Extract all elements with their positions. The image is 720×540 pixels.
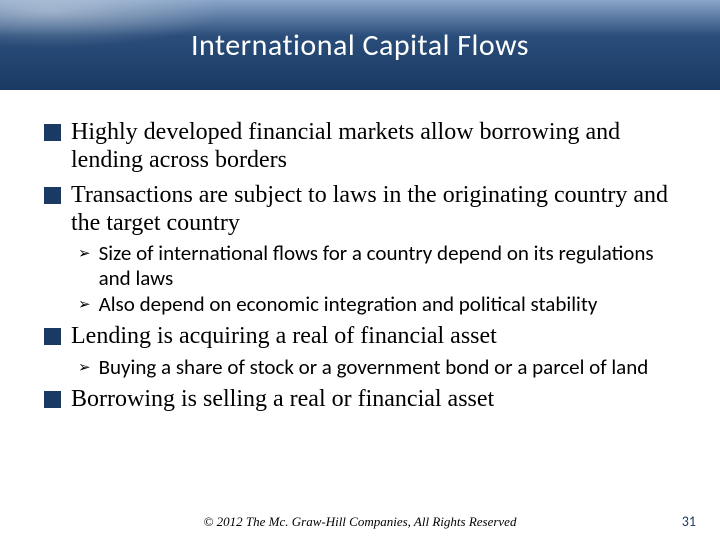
bullet-group-3: Borrowing is selling a real or financial…: [44, 385, 676, 413]
square-bullet-icon: [44, 124, 61, 141]
arrow-bullet-icon: ➢: [78, 245, 91, 262]
bullet-sub-text: Also depend on economic integration and …: [99, 292, 598, 316]
bullet-group-2: Lending is acquiring a real of financial…: [44, 322, 676, 379]
copyright-footer: © 2012 The Mc. Graw-Hill Companies, All …: [0, 514, 720, 530]
bullet-main: Transactions are subject to laws in the …: [44, 181, 676, 238]
bullet-sub: ➢ Also depend on economic integration an…: [78, 292, 676, 316]
arrow-bullet-icon: ➢: [78, 359, 91, 376]
slide-header: International Capital Flows: [0, 0, 720, 90]
bullet-group-1: Transactions are subject to laws in the …: [44, 181, 676, 317]
bullet-sub-text: Size of international flows for a countr…: [99, 241, 676, 290]
slide: International Capital Flows Highly devel…: [0, 0, 720, 540]
square-bullet-icon: [44, 328, 61, 345]
bullet-sub-text: Buying a share of stock or a government …: [99, 355, 649, 379]
bullet-text: Highly developed financial markets allow…: [71, 118, 676, 175]
bullet-text: Transactions are subject to laws in the …: [71, 181, 676, 238]
slide-content: Highly developed financial markets allow…: [0, 90, 720, 540]
bullet-text: Borrowing is selling a real or financial…: [71, 385, 494, 413]
bullet-text: Lending is acquiring a real of financial…: [71, 322, 497, 350]
bullet-sub: ➢ Size of international flows for a coun…: [78, 241, 676, 290]
bullet-sub: ➢ Buying a share of stock or a governmen…: [78, 355, 676, 379]
slide-title: International Capital Flows: [191, 27, 529, 64]
square-bullet-icon: [44, 391, 61, 408]
arrow-bullet-icon: ➢: [78, 296, 91, 313]
bullet-main: Lending is acquiring a real of financial…: [44, 322, 676, 350]
square-bullet-icon: [44, 187, 61, 204]
page-number: 31: [682, 513, 696, 530]
bullet-group-0: Highly developed financial markets allow…: [44, 118, 676, 175]
bullet-main: Borrowing is selling a real or financial…: [44, 385, 676, 413]
bullet-main: Highly developed financial markets allow…: [44, 118, 676, 175]
